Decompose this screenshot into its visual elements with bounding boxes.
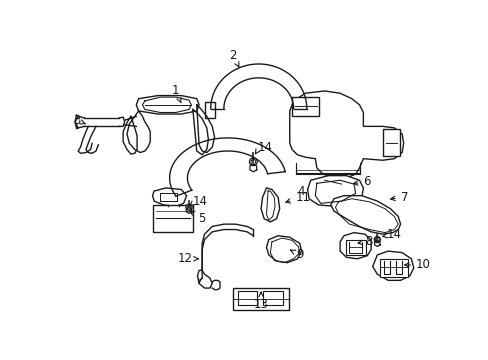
Bar	[380, 259, 407, 277]
Text: 4: 4	[297, 185, 305, 198]
Text: 3: 3	[73, 114, 85, 127]
Text: 14: 14	[257, 141, 272, 154]
Polygon shape	[261, 188, 279, 222]
Circle shape	[185, 204, 192, 210]
Bar	[152, 205, 192, 232]
Text: 10: 10	[404, 258, 430, 271]
Polygon shape	[307, 176, 363, 206]
Text: 9: 9	[290, 248, 303, 261]
Bar	[237, 291, 257, 305]
Polygon shape	[330, 195, 400, 234]
Polygon shape	[340, 233, 370, 259]
Polygon shape	[289, 91, 403, 178]
Polygon shape	[266, 236, 301, 263]
Text: 14: 14	[386, 228, 401, 240]
Bar	[291, 97, 319, 116]
Bar	[346, 239, 365, 255]
Text: 12: 12	[177, 252, 198, 265]
Text: 1: 1	[172, 85, 181, 103]
Text: 5: 5	[190, 211, 205, 225]
Circle shape	[187, 205, 190, 209]
Text: 14: 14	[192, 194, 207, 208]
Circle shape	[250, 159, 255, 164]
Polygon shape	[372, 251, 413, 280]
Text: 8: 8	[357, 235, 372, 248]
Bar	[204, 103, 215, 118]
Polygon shape	[136, 95, 199, 114]
Bar	[233, 288, 288, 310]
Bar	[382, 130, 399, 156]
Bar	[263, 291, 282, 305]
Circle shape	[249, 158, 257, 166]
Circle shape	[373, 237, 380, 243]
Polygon shape	[152, 188, 186, 206]
Bar	[303, 109, 312, 124]
Text: 6: 6	[353, 175, 370, 188]
Circle shape	[375, 238, 379, 242]
Text: 2: 2	[229, 49, 239, 67]
Text: 11: 11	[285, 191, 309, 204]
Text: 13: 13	[253, 292, 268, 311]
Text: 7: 7	[390, 191, 407, 204]
